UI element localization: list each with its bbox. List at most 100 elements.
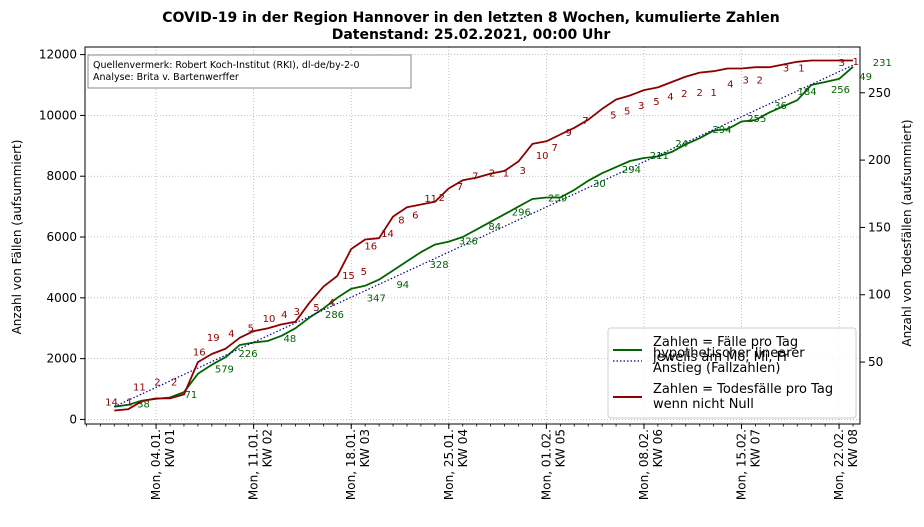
death-data-label: 11 — [424, 194, 437, 205]
case-data-label: 294 — [622, 165, 641, 176]
source-note-line-2: Analyse: Brita v. Bartenwerffer — [93, 72, 239, 83]
case-data-label: 71 — [185, 390, 198, 401]
death-data-label: 6 — [412, 210, 418, 221]
case-data-label: 286 — [325, 310, 344, 321]
death-data-label: 2 — [681, 89, 687, 100]
y-axis-left: 0 2000 4000 6000 8000 10000 12000 — [39, 48, 85, 426]
death-data-label: 19 — [207, 333, 220, 344]
x-tick-label: Mon, 04.01. — [149, 429, 163, 500]
death-data-label: 1 — [798, 64, 804, 75]
case-data-label: 49 — [859, 72, 872, 83]
death-data-label: 1 — [126, 397, 132, 408]
death-data-label: 2 — [697, 88, 703, 99]
death-data-label: 7 — [457, 182, 463, 193]
death-data-label: 7 — [552, 143, 558, 154]
source-note-line-1: Quellenvermerk: Robert Koch-Institut (RK… — [93, 60, 360, 71]
death-data-label: 2 — [154, 377, 160, 388]
case-data-label: 30 — [593, 179, 606, 190]
death-data-label: 5 — [313, 303, 319, 314]
y-right-tick-label: 100 — [868, 288, 891, 302]
death-data-label: 16 — [193, 348, 206, 359]
death-data-label: 5 — [361, 267, 367, 278]
y-left-tick-label: 0 — [69, 412, 77, 426]
death-data-label: 14 — [105, 397, 118, 408]
death-data-label: 4 — [667, 92, 673, 103]
case-data-label: 579 — [215, 364, 234, 375]
death-data-label: 3 — [839, 58, 845, 69]
source-note: Quellenvermerk: Robert Koch-Institut (RK… — [87, 54, 412, 89]
death-data-label: 3 — [294, 307, 300, 318]
y-axis-right: 50 100 150 200 250 — [860, 86, 891, 369]
legend-entry-cases: Zahlen = Fälle pro Tag jeweils am Mo, Mi,… — [652, 335, 798, 365]
chart-subtitle: Datenstand: 25.02.2021, 00:00 Uhr — [332, 27, 611, 43]
series-line-deaths — [114, 59, 853, 412]
death-data-label: 10 — [263, 314, 276, 325]
legend: Zahlen = Fälle pro Tag jeweils am Mo, Mi,… — [607, 327, 857, 419]
x-tick-label: KW 01 — [163, 429, 177, 467]
series-line-cases — [114, 66, 854, 408]
death-data-label: 14 — [381, 229, 394, 240]
y-right-tick-label: 250 — [868, 86, 891, 100]
case-data-label: 231 — [873, 58, 892, 69]
source-note-box — [87, 54, 412, 89]
y-axis-left-label: Anzahl von Fällen (aufsummiert) — [10, 140, 24, 335]
legend-box — [607, 327, 857, 419]
case-data-label: 211 — [650, 151, 669, 162]
death-data-label: 7 — [472, 171, 478, 182]
case-data-label: 294 — [712, 125, 731, 136]
case-data-label: 296 — [512, 207, 531, 218]
death-data-label: 2 — [489, 169, 495, 180]
death-data-label: 4 — [329, 298, 335, 309]
death-data-label: 3 — [638, 101, 644, 112]
x-tick-label: Mon, 08.02. — [637, 429, 651, 500]
death-data-label: 2 — [171, 377, 177, 388]
case-data-label: 226 — [239, 349, 258, 360]
death-data-label: 4 — [228, 329, 234, 340]
death-data-label: 3 — [783, 64, 789, 75]
x-tick-label: Mon, 25.01. — [442, 429, 456, 500]
death-data-label: 7 — [582, 116, 588, 127]
y-left-tick-label: 8000 — [46, 169, 77, 183]
death-data-label: 1 — [503, 169, 509, 180]
case-data-label: 84 — [488, 222, 501, 233]
y-left-tick-label: 2000 — [46, 352, 77, 366]
case-data-label: 347 — [367, 294, 386, 305]
y-left-tick-label: 12000 — [39, 48, 77, 62]
case-data-label: 94 — [396, 280, 409, 291]
legend-entry-deaths: Zahlen = Todesfälle pro Tag wenn nicht Nu… — [653, 382, 833, 412]
death-data-label: 16 — [364, 241, 377, 252]
death-data-label: 5 — [248, 323, 254, 334]
case-data-label: 328 — [429, 260, 448, 271]
case-data-label: 255 — [747, 114, 766, 125]
death-data-label: 10 — [536, 151, 549, 162]
x-tick-label: Mon, 11.01. — [247, 429, 261, 500]
y-left-tick-label: 10000 — [39, 108, 77, 122]
x-tick-label: KW 02 — [261, 429, 275, 467]
death-data-label: 3 — [519, 166, 525, 177]
x-tick-label: KW 03 — [358, 429, 372, 467]
y-left-tick-label: 6000 — [46, 230, 77, 244]
x-tick-label: KW 07 — [749, 429, 763, 467]
death-data-label: 4 — [281, 310, 287, 321]
series-line-linear — [114, 64, 854, 408]
death-data-label: 1 — [853, 57, 859, 68]
case-data-label: 24 — [675, 139, 688, 150]
legend-entry-linear: hypothetischer linearer Anstieg (Fallzahl… — [653, 346, 805, 376]
death-data-label: 8 — [398, 216, 404, 227]
case-data-label: 184 — [797, 87, 816, 98]
x-tick-label: Mon, 22.02. — [832, 429, 846, 500]
plot-frame — [84, 46, 861, 425]
y-right-tick-label: 200 — [868, 153, 891, 167]
case-data-label: 256 — [831, 85, 850, 96]
x-tick-label: Mon, 18.01. — [344, 429, 358, 500]
death-data-label: 1 — [710, 88, 716, 99]
case-data-label: 38 — [137, 400, 150, 411]
x-tick-label: KW 05 — [553, 429, 567, 467]
death-data-label: 2 — [756, 76, 762, 87]
death-data-label: 5 — [624, 107, 630, 118]
case-data-labels: 3871579226482863479432832684296259302942… — [137, 58, 892, 410]
x-tick-label: KW 08 — [846, 429, 860, 467]
death-data-label: 5 — [610, 111, 616, 122]
